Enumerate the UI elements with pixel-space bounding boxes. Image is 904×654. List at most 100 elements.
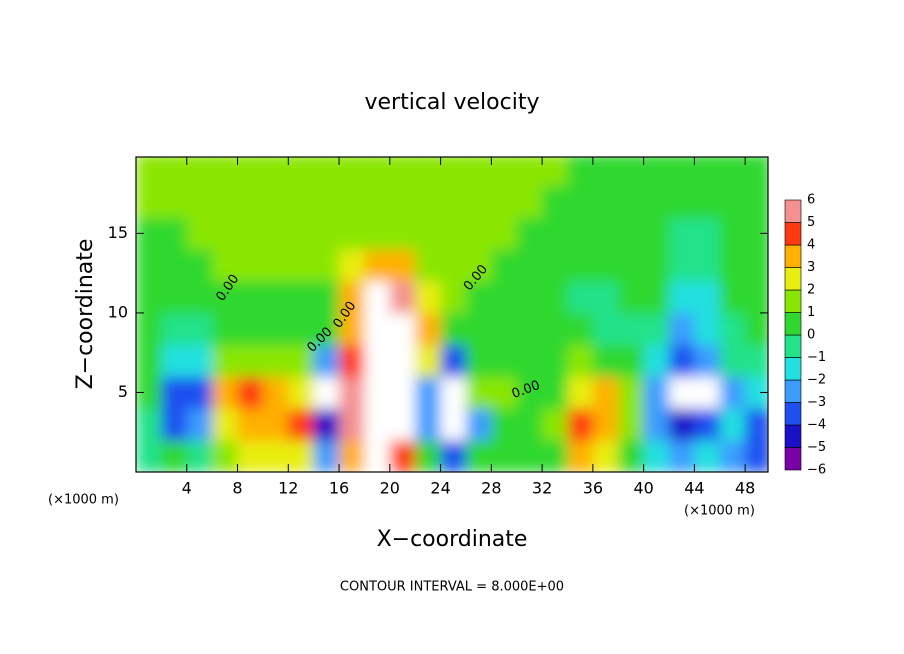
colorbar-label: 2	[807, 283, 815, 298]
cell	[136, 312, 162, 346]
cell	[364, 185, 391, 218]
cell	[465, 408, 492, 441]
colorbar-swatch	[784, 447, 802, 471]
cell	[161, 249, 188, 282]
cell	[592, 408, 619, 441]
cell	[262, 249, 289, 282]
cell	[136, 440, 162, 472]
colorbar-swatch	[784, 402, 802, 426]
cell	[161, 185, 188, 218]
cell	[745, 376, 768, 409]
cell	[567, 281, 594, 314]
x-tick-label: 36	[583, 479, 603, 498]
cell	[389, 440, 416, 472]
cell	[516, 249, 543, 282]
colorbar-swatch	[784, 199, 802, 223]
cell	[186, 408, 213, 441]
cell	[364, 249, 391, 282]
cell	[643, 185, 670, 218]
cell	[262, 217, 289, 250]
cell	[415, 440, 442, 472]
cell	[212, 249, 239, 282]
cell	[136, 408, 162, 441]
cell	[339, 185, 365, 218]
cell	[339, 376, 365, 409]
cell	[212, 185, 239, 218]
cell	[186, 312, 213, 346]
cell	[237, 312, 264, 346]
cell	[491, 408, 518, 441]
cell	[212, 376, 239, 409]
cell	[339, 249, 365, 282]
cell	[567, 376, 594, 409]
cell	[389, 249, 416, 282]
cell	[237, 157, 264, 187]
cell	[516, 344, 543, 378]
cell	[542, 312, 568, 346]
cell	[745, 185, 768, 218]
cell	[516, 408, 543, 441]
cell	[339, 281, 365, 314]
cell	[161, 344, 188, 378]
cell	[415, 408, 442, 441]
cell	[719, 249, 746, 282]
cell	[415, 185, 442, 218]
cell	[465, 281, 492, 314]
colorbar-label: −4	[807, 418, 826, 433]
cell	[288, 344, 315, 378]
cell	[237, 217, 264, 250]
cell	[542, 408, 568, 441]
cell	[694, 249, 721, 282]
cell	[262, 312, 289, 346]
cell	[389, 185, 416, 218]
cell	[186, 185, 213, 218]
cell	[389, 217, 416, 250]
y-tick-label: 15	[108, 223, 128, 242]
cell	[567, 185, 594, 218]
cell	[516, 281, 543, 314]
colorbar-label: −1	[807, 350, 826, 365]
cell	[643, 344, 670, 378]
cell	[567, 408, 594, 441]
cell	[643, 408, 670, 441]
cell	[364, 440, 391, 472]
cell	[567, 440, 594, 472]
cell	[643, 217, 670, 250]
cell	[161, 281, 188, 314]
cell	[186, 440, 213, 472]
cell	[389, 281, 416, 314]
cell	[542, 217, 568, 250]
cell	[516, 217, 543, 250]
cell	[313, 249, 340, 282]
colorbar-swatch	[784, 424, 802, 448]
cell	[288, 217, 315, 250]
cell	[339, 157, 365, 187]
cell	[212, 440, 239, 472]
cell	[719, 185, 746, 218]
cell	[389, 157, 416, 187]
cell	[288, 408, 315, 441]
contour-note: CONTOUR INTERVAL = 8.000E+00	[340, 580, 564, 595]
cell	[745, 440, 768, 472]
cell	[313, 440, 340, 472]
cell	[592, 217, 619, 250]
cell	[262, 185, 289, 218]
cell	[186, 376, 213, 409]
colorbar-label: −2	[807, 373, 826, 388]
cell	[592, 185, 619, 218]
cell	[440, 217, 467, 250]
cell	[364, 312, 391, 346]
cell	[719, 344, 746, 378]
cell	[567, 249, 594, 282]
cell	[415, 312, 442, 346]
cell	[618, 249, 645, 282]
cell	[212, 312, 239, 346]
cell	[364, 281, 391, 314]
x-tick-label: 40	[633, 479, 653, 498]
x-unit: (×1000 m)	[684, 504, 755, 519]
cell	[465, 376, 492, 409]
colorbar-swatch	[784, 312, 802, 336]
cell	[440, 312, 467, 346]
cell	[186, 249, 213, 282]
cell	[161, 440, 188, 472]
